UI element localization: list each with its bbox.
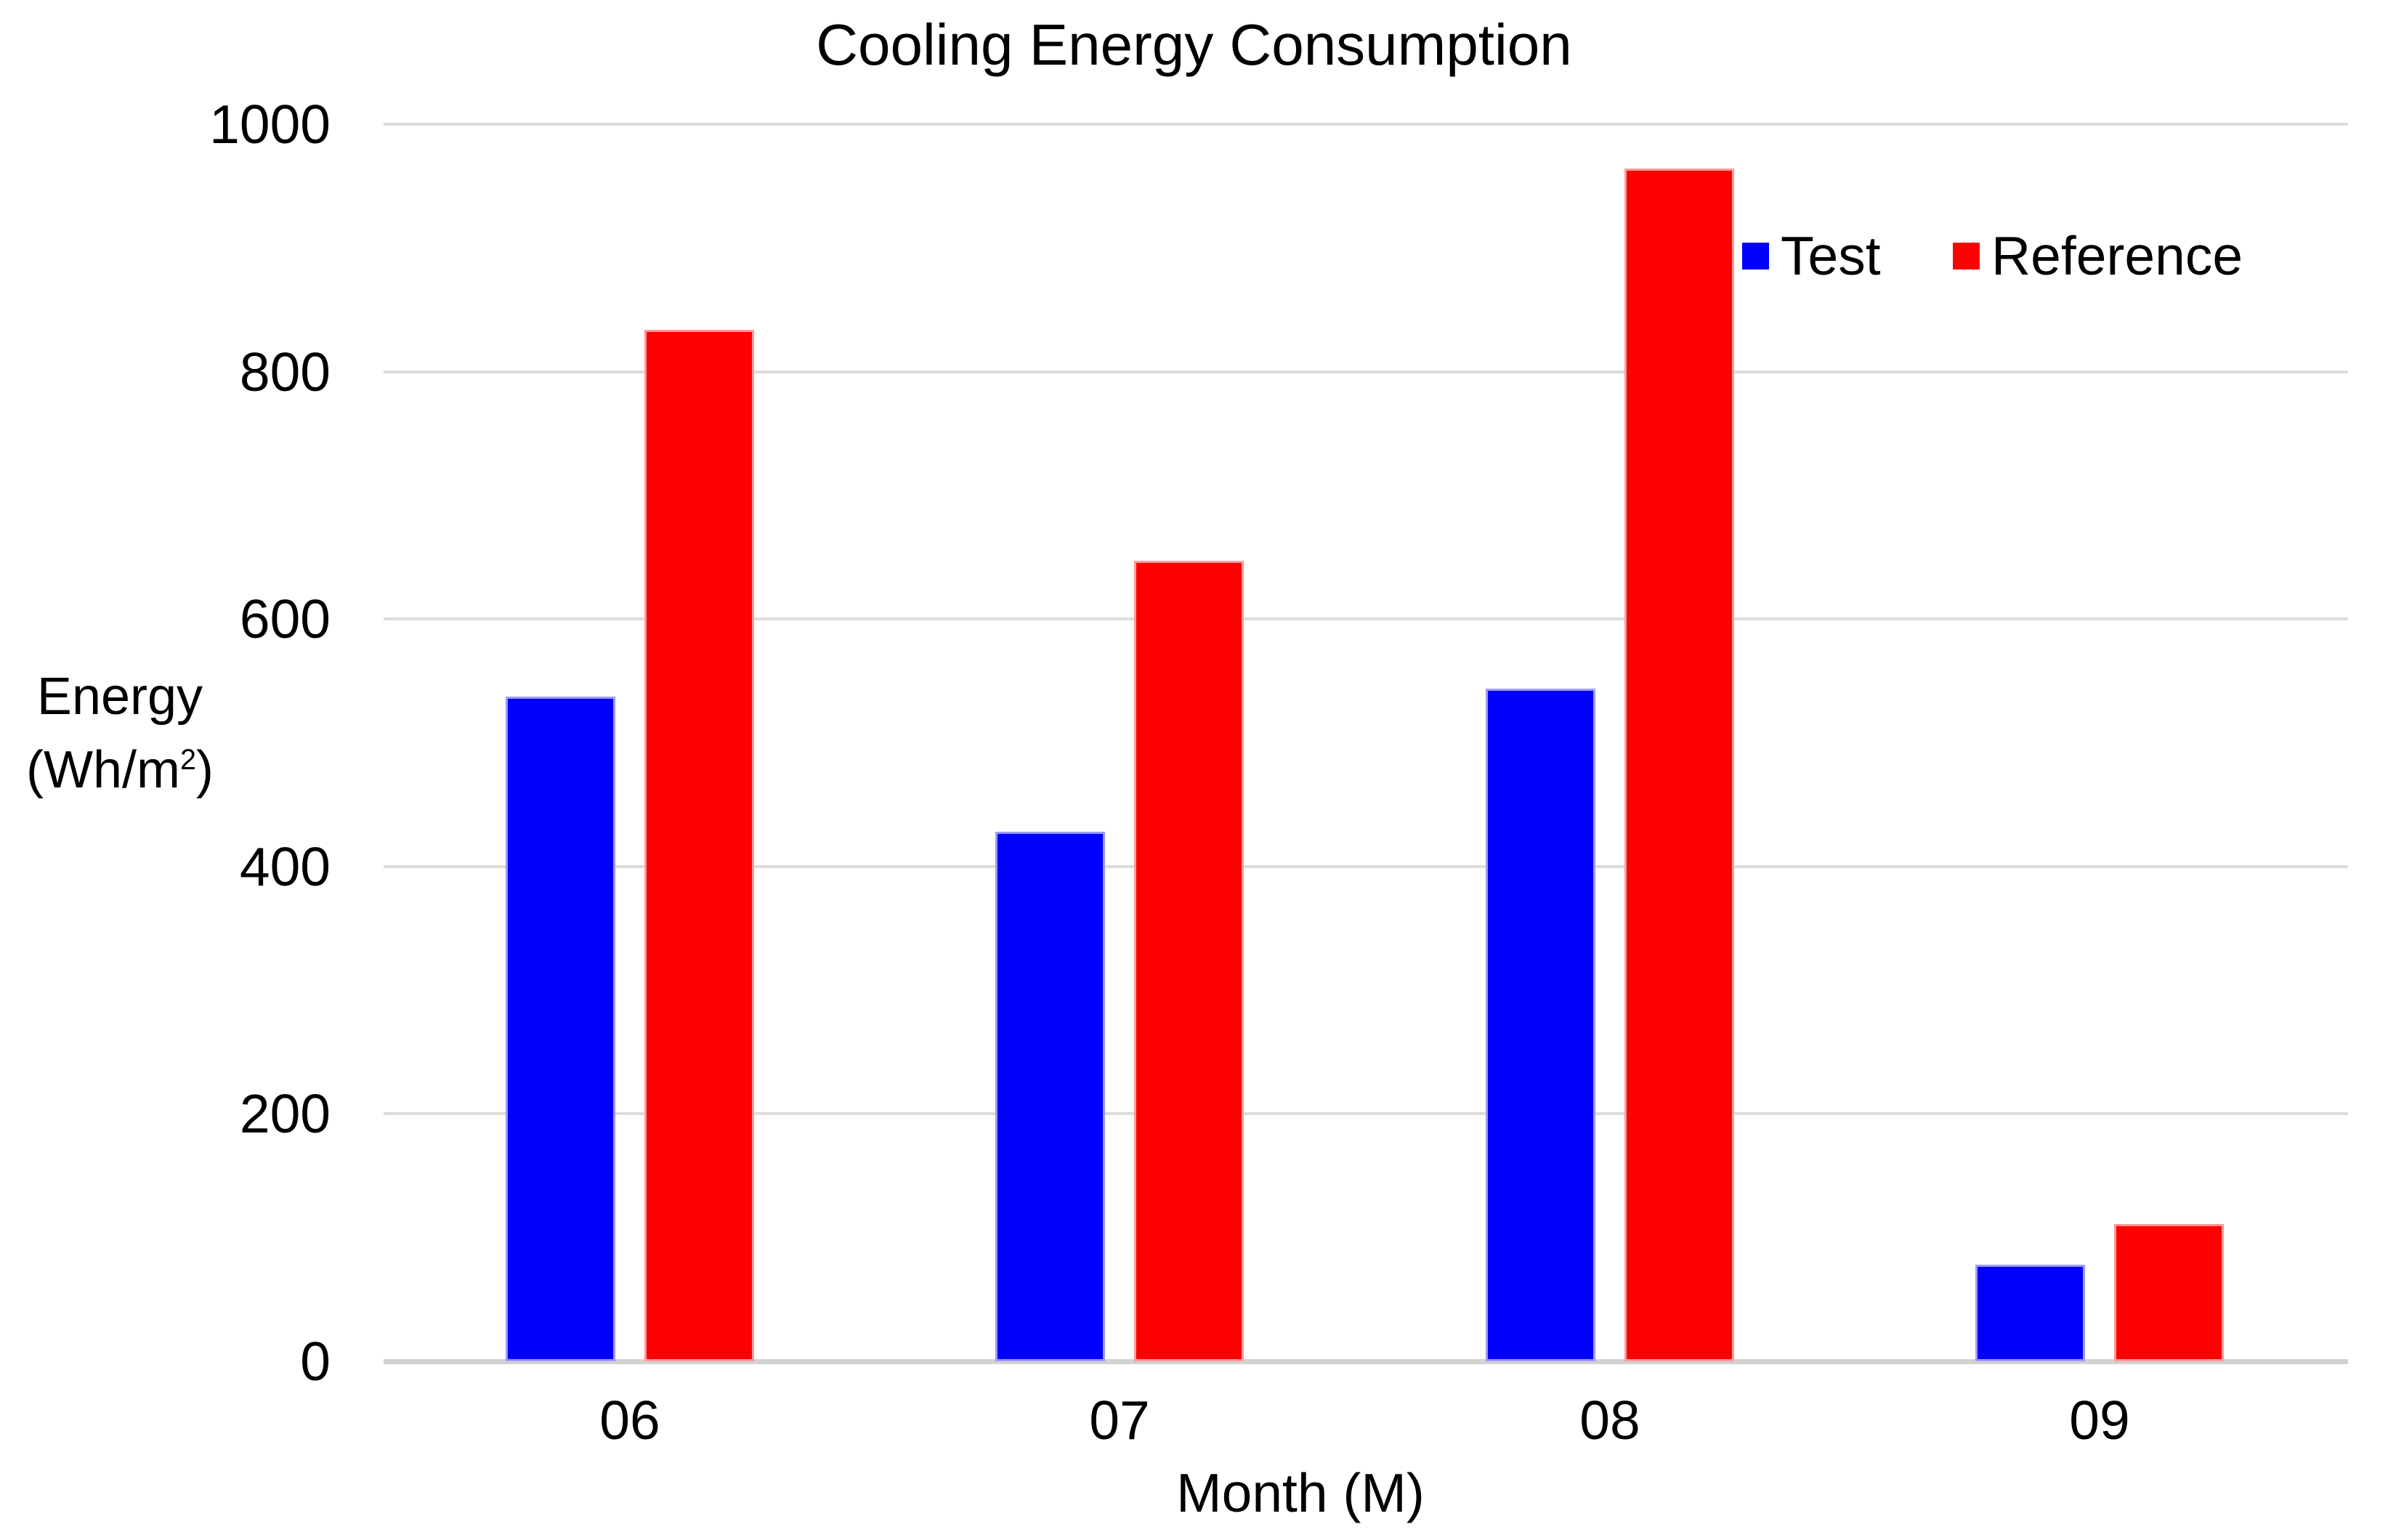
gridline-0 <box>384 1359 2348 1364</box>
legend-swatch-reference <box>1953 242 1980 270</box>
bar-test-06 <box>506 697 615 1361</box>
bar-test-07 <box>995 832 1105 1361</box>
gridline-200 <box>384 1112 2348 1116</box>
legend-item-reference: Reference <box>1953 222 2243 289</box>
gridline-1000 <box>384 123 2348 126</box>
y-tick-label-0: 0 <box>300 1331 331 1392</box>
legend-label-test: Test <box>1781 225 1881 286</box>
bar-test-09 <box>1975 1265 2085 1361</box>
bar-reference-08 <box>1624 169 1734 1361</box>
x-tick-label-06: 06 <box>599 1390 660 1451</box>
gridline-400 <box>384 864 2348 868</box>
legend-item-test: Test <box>1742 222 1881 289</box>
superscript-2: 2 <box>179 744 196 776</box>
y-tick-label-1000: 1000 <box>209 94 331 155</box>
bar-test-08 <box>1486 688 1595 1361</box>
y-tick-label-800: 800 <box>239 341 331 402</box>
y-tick-label-400: 400 <box>239 835 331 897</box>
bar-reference-06 <box>644 329 754 1361</box>
x-tick-label-08: 08 <box>1579 1390 1640 1451</box>
chart-title: Cooling Energy Consumption <box>816 12 1572 77</box>
gridline-800 <box>384 370 2348 373</box>
legend-label-reference: Reference <box>1991 225 2243 286</box>
y-tick-label-600: 600 <box>239 588 331 650</box>
y-axis-title-line1: Energy <box>36 668 203 726</box>
legend-swatch-test <box>1742 242 1769 270</box>
bar-reference-09 <box>2114 1223 2224 1361</box>
x-tick-label-09: 09 <box>2069 1390 2130 1451</box>
x-tick-label-07: 07 <box>1089 1390 1150 1451</box>
gridline-600 <box>384 617 2348 621</box>
y-axis-title-line2: (Wh/m2) <box>26 741 214 799</box>
bar-reference-07 <box>1134 561 1244 1361</box>
y-axis-title: Energy (Wh/m2) <box>7 665 232 802</box>
x-axis-title: Month (M) <box>1176 1462 1425 1523</box>
y-tick-label-200: 200 <box>239 1083 331 1145</box>
